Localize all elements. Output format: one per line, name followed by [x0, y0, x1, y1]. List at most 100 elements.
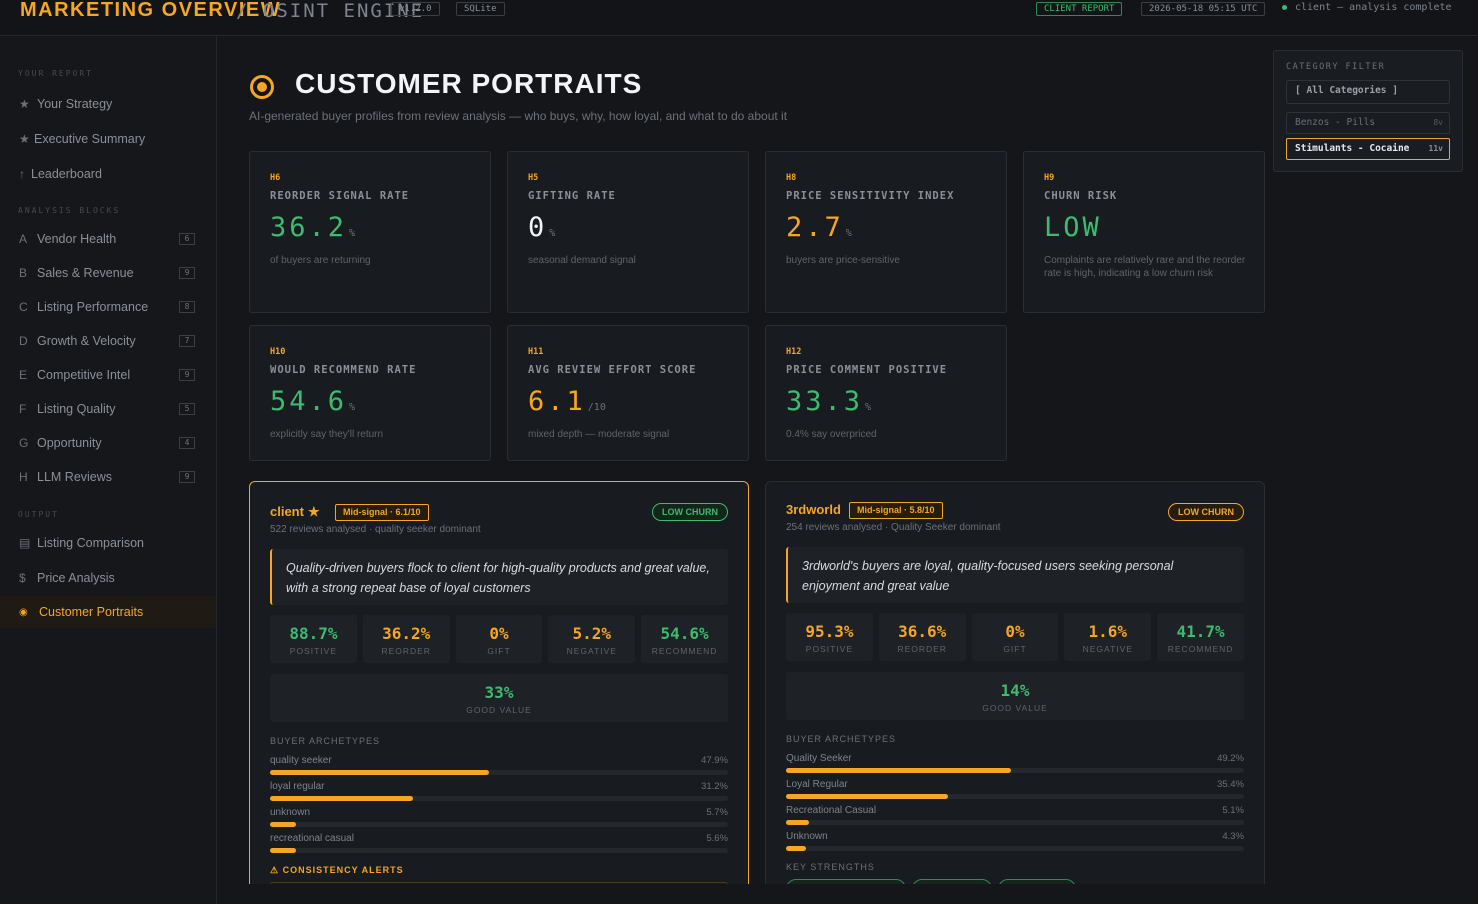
archetype-name: Quality Seeker	[786, 753, 852, 764]
archetype-track	[270, 770, 728, 775]
archetype-bar	[270, 770, 490, 775]
target-icon: ◉	[19, 606, 28, 618]
archetype-name: loyal regular	[270, 781, 325, 792]
metric-code: H9	[1044, 173, 1055, 183]
bottom-edge	[217, 884, 1478, 904]
metric-value: LOW	[1044, 212, 1102, 243]
sidebar-item-label: Your Strategy	[37, 97, 113, 111]
metric-code: H8	[786, 173, 797, 183]
sidebar-item-opportunity[interactable]: G Opportunity 4	[0, 427, 216, 459]
vendor-meta: 254 reviews analysed · Quality Seeker do…	[786, 522, 1001, 533]
stat-value: 36.6%	[898, 622, 947, 641]
stat-reorder: 36.2% REORDER	[362, 615, 450, 663]
metric-unit: %	[845, 228, 852, 239]
sidebar-item-listing-quality[interactable]: F Listing Quality 5	[0, 393, 216, 425]
count-badge: 6	[179, 233, 195, 245]
metric-code: H6	[270, 173, 281, 183]
metric-unit: /10	[587, 402, 606, 413]
category-option-label: Benzos - Pills	[1295, 117, 1376, 128]
count-badge: 9	[179, 267, 195, 279]
vendor-name: client ★	[270, 504, 320, 520]
stat-positive: 88.7% POSITIVE	[270, 615, 357, 663]
sidebar-item-llm-reviews[interactable]: H LLM Reviews 9	[0, 461, 216, 493]
vendor-quote: Quality-driven buyers flock to client fo…	[270, 549, 728, 605]
category-option-stimulants[interactable]: Stimulants - Cocaine 11v	[1286, 138, 1450, 160]
letter-f-icon: F	[19, 402, 27, 416]
stat-value: 0%	[489, 624, 509, 643]
sidebar-item-label: Sales & Revenue	[37, 266, 134, 280]
letter-e-icon: E	[19, 368, 28, 382]
sidebar-item-listing-performance[interactable]: C Listing Performance 8	[0, 291, 216, 323]
vendor-card-3rdworld[interactable]: 3rdworld Mid-signal · 5.8/10 254 reviews…	[765, 481, 1265, 901]
sidebar-item-sales-revenue[interactable]: B Sales & Revenue 9	[0, 257, 216, 289]
letter-b-icon: B	[19, 266, 28, 280]
metric-value: 33.3	[786, 386, 864, 417]
star-icon: ★	[19, 97, 30, 111]
sidebar-item-label: Opportunity	[37, 436, 102, 450]
letter-d-icon: D	[19, 334, 28, 348]
stat-value: 1.6%	[1088, 622, 1128, 641]
sidebar-item-label: Listing Comparison	[37, 536, 144, 550]
metric-unit: %	[349, 402, 356, 413]
churn-badge: LOW CHURN	[652, 503, 728, 521]
sidebar-item-competitive-intel[interactable]: E Competitive Intel 9	[0, 359, 216, 391]
sidebar-item-vendor-health[interactable]: A Vendor Health 6	[0, 223, 216, 255]
archetypes-label: BUYER ARCHETYPES	[270, 736, 381, 746]
metric-title: WOULD RECOMMEND RATE	[270, 364, 417, 376]
archetype-row: Recreational Casual 5.1%	[786, 805, 1244, 831]
archetype-pct: 31.2%	[701, 781, 728, 792]
client-report-badge[interactable]: CLIENT REPORT	[1036, 2, 1123, 16]
metric-card-gifting-rate: H5 GIFTING RATE 0% seasonal demand signa…	[507, 151, 749, 313]
star-icon: ★	[307, 504, 320, 519]
category-option-count: 8v	[1433, 118, 1443, 127]
stat-label: GOOD VALUE	[982, 703, 1048, 713]
category-all-button[interactable]: [ All Categories ]	[1286, 80, 1450, 104]
sidebar-item-your-strategy[interactable]: ★ Your Strategy	[0, 88, 216, 120]
category-filter: CATEGORY FILTER [ All Categories ] Benzo…	[1273, 50, 1463, 172]
vendor-card-client[interactable]: client ★ Mid-signal · 6.1/10 522 reviews …	[249, 481, 749, 901]
archetype-bar	[270, 848, 296, 853]
sidebar-item-label: Growth & Velocity	[37, 334, 136, 348]
sidebar-item-growth-velocity[interactable]: D Growth & Velocity 7	[0, 325, 216, 357]
sidebar-item-label: Competitive Intel	[37, 368, 131, 382]
stat-label: RECOMMEND	[1167, 644, 1234, 654]
stat-value: 33%	[484, 683, 514, 702]
count-badge: 7	[179, 335, 195, 347]
vendor-name: 3rdworld	[786, 502, 841, 517]
app-title: MARKETING OVERVIEW	[20, 0, 282, 21]
archetype-track	[786, 820, 1244, 825]
sidebar-item-label: Executive Summary	[34, 132, 146, 146]
stat-gift: 0% GIFT	[455, 615, 543, 663]
stat-value: 95.3%	[805, 622, 854, 641]
archetype-track	[786, 846, 1244, 851]
metric-title: AVG REVIEW EFFORT SCORE	[528, 364, 697, 376]
consistency-alerts-label: ⚠ CONSISTENCY ALERTS	[270, 865, 404, 875]
key-strengths-label: KEY STRENGTHS	[786, 862, 875, 872]
stat-value: 41.7%	[1176, 622, 1225, 641]
sidebar-item-price-analysis[interactable]: $ Price Analysis	[0, 562, 216, 594]
sidebar-item-customer-portraits[interactable]: ◉ Customer Portraits	[0, 596, 216, 628]
archetype-name: Recreational Casual	[786, 805, 877, 816]
sidebar-item-executive-summary[interactable]: ★ Executive Summary	[0, 123, 216, 155]
stat-label: GIFT	[487, 646, 511, 656]
archetype-bar	[786, 768, 1012, 773]
metric-title: REORDER SIGNAL RATE	[270, 190, 410, 202]
metric-unit: %	[549, 228, 556, 239]
arrow-up-icon: ↑	[19, 167, 25, 181]
metric-note: explicitly say they'll return	[270, 429, 384, 440]
archetype-bar	[786, 794, 949, 799]
status-dot-icon	[1282, 4, 1287, 10]
metric-note: mixed depth — moderate signal	[528, 429, 670, 440]
metric-value-wrap: 6.1/10	[528, 386, 606, 417]
count-badge: 9	[179, 471, 195, 483]
stat-value: 14%	[1000, 681, 1030, 700]
metric-card-recommend-rate: H10 WOULD RECOMMEND RATE 54.6% explicitl…	[249, 325, 491, 461]
sidebar-item-label: Vendor Health	[37, 232, 117, 246]
stat-label: GOOD VALUE	[466, 705, 532, 715]
metric-code: H10	[270, 347, 286, 357]
metric-title: GIFTING RATE	[528, 190, 616, 202]
sidebar-item-listing-comparison[interactable]: ▤ Listing Comparison	[0, 527, 216, 559]
category-option-benzos[interactable]: Benzos - Pills 8v	[1286, 112, 1450, 134]
sidebar-item-leaderboard[interactable]: ↑ Leaderboard	[0, 158, 216, 190]
metric-card-churn-risk: H9 CHURN RISK LOW Complaints are relativ…	[1023, 151, 1265, 313]
